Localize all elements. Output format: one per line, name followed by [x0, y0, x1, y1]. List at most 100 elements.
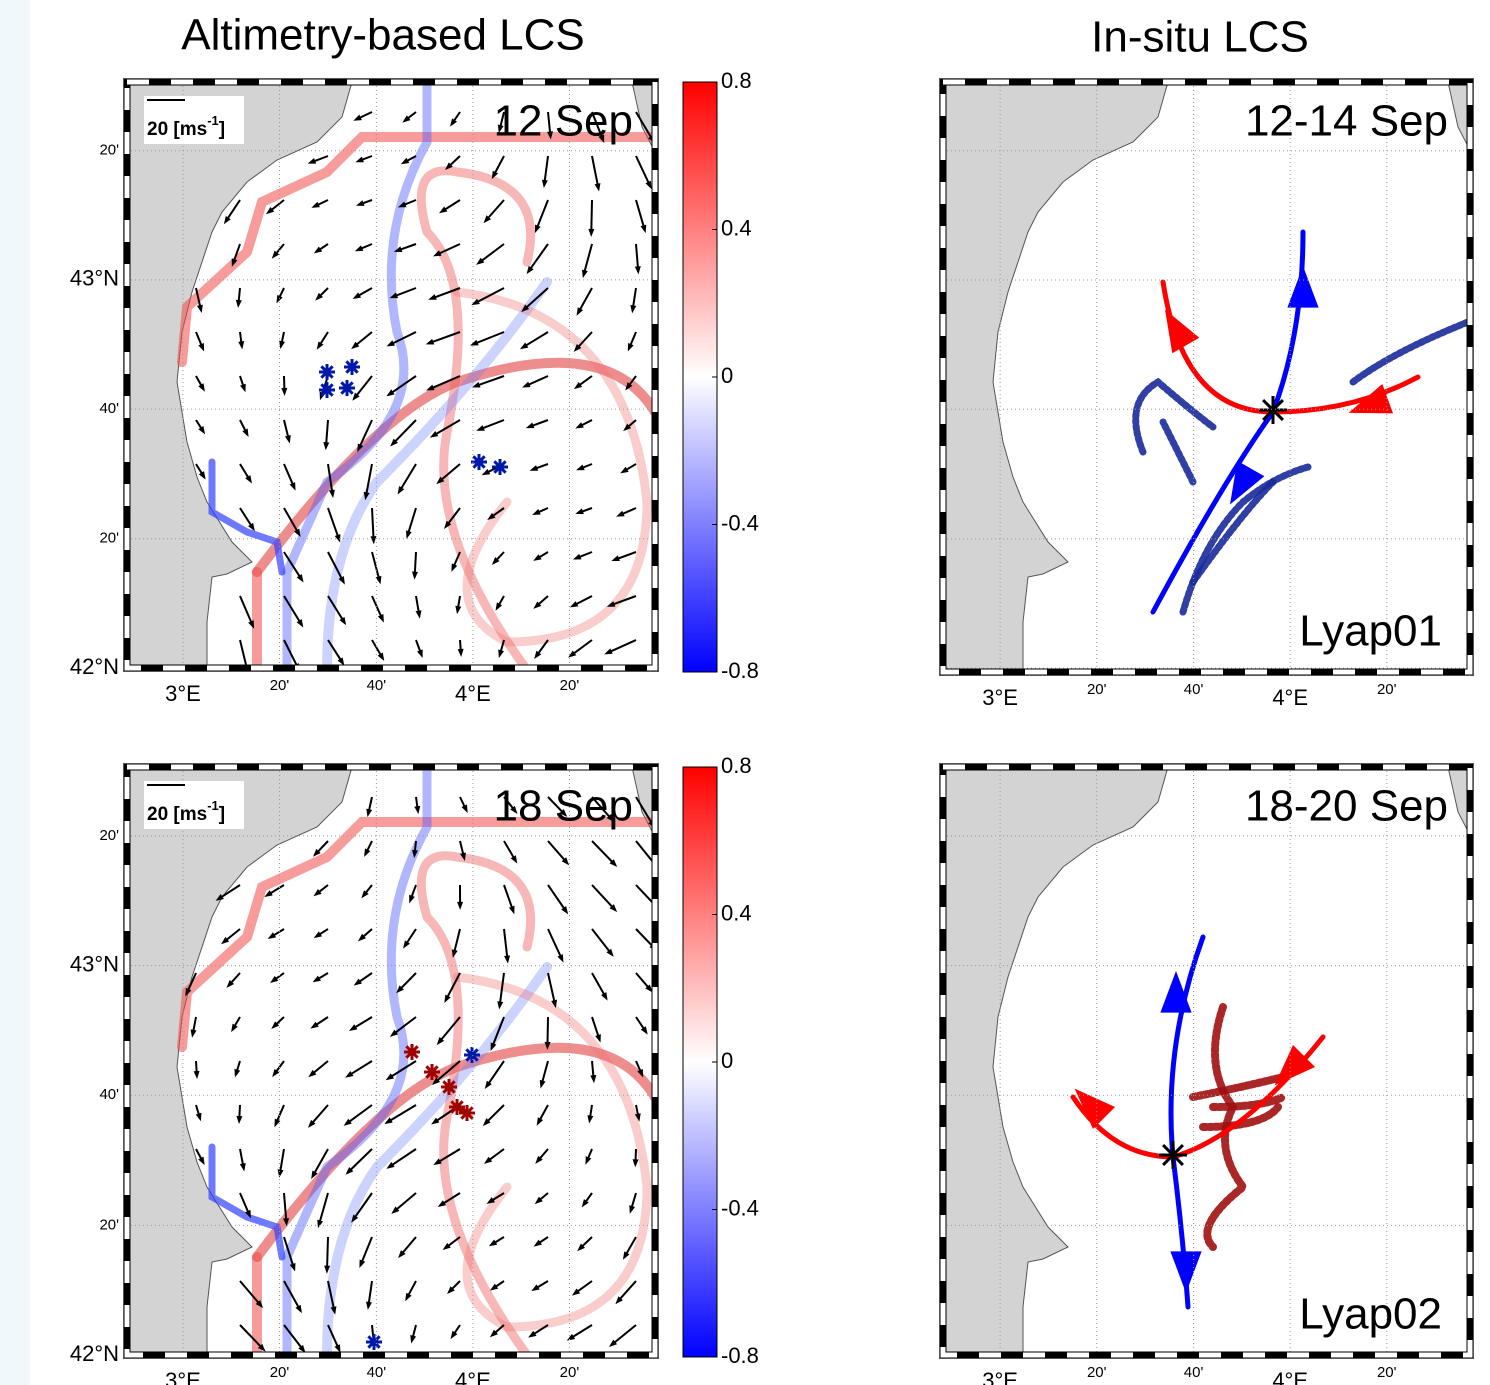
arrow-head	[457, 901, 464, 910]
arrow-head	[489, 1329, 498, 1338]
arrow-head	[587, 1115, 594, 1124]
velocity-arrow	[327, 463, 334, 494]
lon-tick-label: 4°E	[455, 681, 491, 706]
lat-tick-label: 40'	[99, 1086, 119, 1103]
arrow-head	[245, 475, 252, 484]
lon-tick-label: 20'	[560, 677, 580, 694]
arrow-head	[606, 814, 615, 823]
velocity-arrow	[503, 884, 514, 910]
arrow-head	[444, 162, 453, 171]
arrow-head	[370, 536, 377, 545]
velocity-arrow	[526, 375, 549, 387]
arrow-head	[312, 975, 321, 983]
velocity-arrow	[476, 375, 505, 387]
arrow-head	[504, 955, 511, 964]
velocity-arrow	[327, 595, 345, 622]
arrow-head	[279, 340, 285, 350]
arrow-head	[425, 338, 435, 345]
arrow-head	[622, 1251, 630, 1260]
right-title: In-situ LCS	[1091, 13, 1309, 62]
arrow-head	[248, 620, 255, 629]
velocity-arrow	[547, 840, 567, 863]
colorbar-tick-label: 0.4	[721, 900, 752, 925]
arrow-head	[226, 979, 235, 988]
velocity-arrow	[360, 1236, 373, 1264]
velocity-arrow	[232, 243, 241, 263]
arrow-head	[486, 1197, 495, 1204]
marker-star	[472, 455, 486, 469]
velocity-arrow	[389, 1060, 417, 1079]
velocity-arrow	[479, 243, 505, 263]
velocity-arrow	[347, 1104, 373, 1124]
velocity-arrow	[327, 639, 343, 663]
side-strip	[0, 0, 30, 1385]
arrow-head	[534, 650, 542, 660]
arrow-head	[451, 949, 458, 958]
feature-line	[282, 767, 432, 1355]
velocity-arrow	[547, 111, 552, 135]
arrow-head	[377, 652, 385, 661]
velocity-arrow	[195, 287, 202, 309]
velocity-arrow	[367, 1280, 373, 1306]
arrow-head	[525, 422, 535, 429]
arrow-head	[522, 381, 531, 388]
lat-tick-label: 43°N	[70, 266, 119, 291]
lon-tick-label: 3°E	[982, 685, 1018, 710]
velocity-arrow	[283, 1236, 295, 1268]
arrow-head	[551, 999, 558, 1009]
arrow-head	[267, 932, 277, 940]
velocity-arrow	[442, 199, 461, 212]
colorbar-tick-label: -0.4	[721, 510, 759, 535]
marker-star	[320, 383, 334, 397]
arrow-head	[412, 849, 418, 859]
velocity-arrow	[433, 419, 461, 436]
velocity-arrow	[591, 972, 607, 997]
velocity-arrow	[283, 419, 290, 439]
arrow-head	[351, 341, 360, 350]
arrow-head	[355, 156, 364, 163]
arrow-head	[231, 1023, 238, 1033]
arrow-head	[569, 601, 579, 608]
feature-line	[1209, 1093, 1287, 1111]
arrow-head	[377, 614, 384, 623]
velocity-arrow	[430, 375, 461, 390]
arrow-head	[221, 936, 230, 945]
arrow-head	[352, 392, 360, 401]
velocity-arrow	[608, 639, 637, 654]
velocity-arrow	[635, 928, 655, 949]
arrow-head	[483, 1156, 493, 1164]
arrow-head	[609, 859, 618, 868]
arrow-head	[521, 304, 530, 313]
arrow-head	[409, 894, 415, 904]
arrow-head	[334, 534, 341, 543]
velocity-arrow	[536, 639, 549, 656]
map-border	[123, 78, 659, 672]
arrow-head	[384, 1117, 393, 1125]
velocity-arrow	[430, 331, 461, 344]
arrow-head	[323, 442, 330, 451]
arrow-head	[544, 1041, 551, 1050]
arrow-head	[495, 602, 503, 611]
arrow-head	[397, 486, 405, 495]
arrow-head	[311, 201, 320, 208]
velocity-arrow	[475, 287, 505, 304]
arrow-head	[573, 344, 582, 352]
marker-star	[460, 1106, 474, 1120]
arrow-head	[533, 601, 542, 609]
lon-tick-label: 20'	[1087, 681, 1107, 698]
velocity-arrow	[219, 884, 241, 900]
arrow-head	[337, 657, 345, 666]
arrow-head	[529, 465, 539, 471]
velocity-arrow	[591, 884, 615, 910]
velocity-arrow	[487, 1148, 505, 1162]
arrow-head	[640, 224, 647, 234]
arrow-head	[568, 650, 577, 658]
velocity-arrow	[283, 551, 302, 579]
arrow-head	[620, 466, 629, 474]
arrow-head	[561, 906, 569, 915]
arrow-head	[510, 855, 518, 864]
arrow-head	[601, 992, 608, 1001]
colorbar-tick-label: -0.8	[721, 1343, 759, 1368]
lon-tick-label: 40'	[367, 677, 387, 694]
